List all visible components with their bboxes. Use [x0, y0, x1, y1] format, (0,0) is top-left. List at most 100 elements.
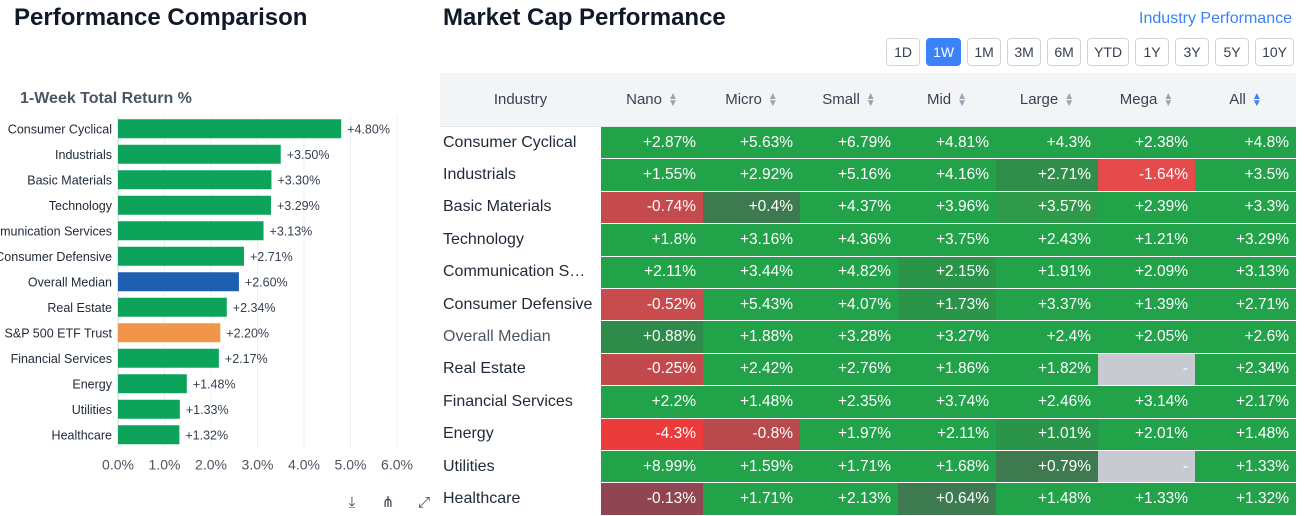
industry-cell[interactable]: Financial Services	[440, 385, 601, 419]
table-row[interactable]: Healthcare -0.13% +1.71% +2.13% +0.64% +1.48%…	[440, 482, 1296, 516]
industry-cell[interactable]: Industrials	[440, 158, 601, 192]
value-cell-nano: +2.11%	[601, 256, 703, 289]
value-cell-mid: +3.27%	[898, 320, 996, 354]
tab-1d[interactable]: 1D	[886, 38, 921, 66]
column-header-label: All	[1229, 91, 1246, 108]
data-label: +3.30%	[277, 173, 320, 187]
column-header-mega[interactable]: Mega ▲ ▼	[1098, 73, 1195, 127]
tab-3y[interactable]: 3Y	[1175, 38, 1210, 66]
sort-icon[interactable]: ▲ ▼	[1064, 91, 1075, 110]
sort-icon[interactable]: ▲ ▼	[957, 91, 968, 110]
value-cell-all: +2.17%	[1195, 385, 1296, 419]
bar	[118, 119, 342, 139]
value-cell-all: +1.48%	[1195, 418, 1296, 451]
table-row[interactable]: Energy -4.3% -0.8% +1.97% +2.11% +1.01% +2.01%…	[440, 418, 1296, 451]
value-cell-micro: +1.71%	[703, 482, 800, 516]
table-row[interactable]: Utilities +8.99% +1.59% +1.71% +1.68% +0.79% -…	[440, 450, 1296, 484]
column-header-mid[interactable]: Mid ▲ ▼	[898, 73, 996, 127]
table-header-row: Industry Nano ▲ ▼ Micro ▲ ▼ Small ▲ ▼ Mid ▲ ▼ Large ▲ ▼…	[440, 73, 1296, 127]
table-row[interactable]: Communication Services+2.11%+3.44%+4.82%…	[440, 256, 1296, 289]
x-tick-label: 2.0%	[195, 457, 227, 473]
industry-cell[interactable]: Consumer Defensive	[440, 288, 601, 322]
value-cell-mid: +4.16%	[898, 158, 996, 192]
share-icon[interactable]: ⋔	[381, 494, 395, 511]
tab-1w[interactable]: 1W	[926, 38, 962, 66]
value-cell-micro: +2.92%	[703, 158, 800, 192]
industry-cell[interactable]: Overall Median	[440, 320, 601, 354]
industry-cell[interactable]: Energy	[440, 418, 601, 451]
data-label: +4.80%	[347, 122, 390, 136]
table-row[interactable]: Overall Median +0.88% +1.88% +3.28% +3.27% +2…	[440, 320, 1296, 354]
sort-icon[interactable]: ▲ ▼	[767, 91, 778, 110]
table-row[interactable]: Technology +1.8% +3.16% +4.36% +3.75% +2.43% +…	[440, 223, 1296, 257]
bar	[118, 170, 272, 190]
table-row[interactable]: Consumer Cyclical +2.87% +5.63% +6.79% +4.81…	[440, 126, 1296, 160]
download-icon[interactable]: ⤓	[348, 493, 356, 511]
bar	[118, 323, 221, 343]
data-label: +2.60%	[245, 275, 288, 289]
table-row[interactable]: Consumer Defensive -0.52% +5.43% +4.07% +1.7…	[440, 288, 1296, 322]
value-cell-large: +1.91%	[996, 256, 1098, 289]
category-label: Utilities	[72, 403, 112, 417]
tab-ytd[interactable]: YTD	[1087, 38, 1130, 66]
value-cell-large: +0.79%	[996, 450, 1098, 484]
tab-6m[interactable]: 6M	[1047, 38, 1082, 66]
value-cell-all: +3.3%	[1195, 191, 1296, 225]
value-cell-all: +2.71%	[1195, 288, 1296, 322]
value-cell-micro: +5.43%	[703, 288, 800, 322]
table-row[interactable]: Real Estate -0.25% +2.42% +2.76% +1.86% +1.82…	[440, 353, 1296, 387]
data-label: +3.50%	[287, 148, 330, 162]
table-row[interactable]: Basic Materials -0.74% +0.4% +4.37% +3.96% +3…	[440, 191, 1296, 225]
value-cell-nano: -0.74%	[601, 191, 703, 225]
tab-3m[interactable]: 3M	[1007, 38, 1042, 66]
data-label: +1.32%	[185, 428, 228, 442]
value-cell-mega: -1.64%	[1098, 158, 1195, 192]
value-cell-mid: +2.15%	[898, 256, 996, 289]
table-row[interactable]: Financial Services +2.2% +1.48% +2.35% +3.74…	[440, 385, 1296, 419]
column-header-micro[interactable]: Micro ▲ ▼	[703, 73, 800, 127]
data-label: +1.33%	[186, 403, 229, 417]
bar	[118, 195, 271, 215]
value-cell-mid: +0.64%	[898, 482, 996, 516]
value-cell-mega: +2.01%	[1098, 418, 1195, 451]
tab-1y[interactable]: 1Y	[1135, 38, 1170, 66]
tab-5y[interactable]: 5Y	[1215, 38, 1250, 66]
value-cell-micro: +5.63%	[703, 126, 800, 160]
data-label: +1.48%	[193, 377, 236, 391]
value-cell-micro: +1.48%	[703, 385, 800, 419]
column-header-all[interactable]: All ▲ ▼	[1195, 73, 1296, 127]
sort-icon[interactable]: ▲ ▼	[667, 91, 678, 110]
value-cell-mid: +1.73%	[898, 288, 996, 322]
tab-1m[interactable]: 1M	[967, 38, 1002, 66]
industry-cell[interactable]: Technology	[440, 223, 601, 257]
industry-cell[interactable]: Basic Materials	[440, 191, 601, 225]
value-cell-mega: +1.21%	[1098, 223, 1195, 257]
column-header-nano[interactable]: Nano ▲ ▼	[601, 73, 703, 127]
bar	[118, 221, 264, 241]
value-cell-mid: +2.11%	[898, 418, 996, 451]
sort-icon[interactable]: ▲ ▼	[1251, 91, 1262, 110]
industry-cell[interactable]: Real Estate	[440, 353, 601, 387]
column-header-large[interactable]: Large ▲ ▼	[996, 73, 1098, 127]
industry-cell[interactable]: Consumer Cyclical	[440, 126, 601, 160]
value-cell-nano: +8.99%	[601, 450, 703, 484]
category-label: Overall Median	[28, 275, 112, 289]
value-cell-large: +1.82%	[996, 353, 1098, 387]
industry-cell[interactable]: Communication Services	[440, 256, 601, 289]
value-cell-small: +2.13%	[800, 482, 898, 516]
tab-10y[interactable]: 10Y	[1255, 38, 1294, 66]
column-header-small[interactable]: Small ▲ ▼	[800, 73, 898, 127]
value-cell-nano: +2.87%	[601, 126, 703, 160]
column-header-label: Industry	[493, 91, 548, 108]
industry-cell[interactable]: Healthcare	[440, 482, 601, 516]
data-label: +2.17%	[225, 352, 268, 366]
data-label: +2.20%	[226, 326, 269, 340]
fullscreen-icon[interactable]: ⤢	[417, 493, 430, 511]
industry-performance-link[interactable]: Industry Performance	[1139, 10, 1292, 27]
value-cell-large: +2.46%	[996, 385, 1098, 419]
sort-icon[interactable]: ▲ ▼	[1163, 91, 1174, 110]
industry-cell[interactable]: Utilities	[440, 450, 601, 484]
sort-icon[interactable]: ▲ ▼	[865, 91, 876, 110]
value-cell-all: +3.5%	[1195, 158, 1296, 192]
table-row[interactable]: Industrials +1.55% +2.92% +5.16% +4.16% +2.71…	[440, 158, 1296, 192]
